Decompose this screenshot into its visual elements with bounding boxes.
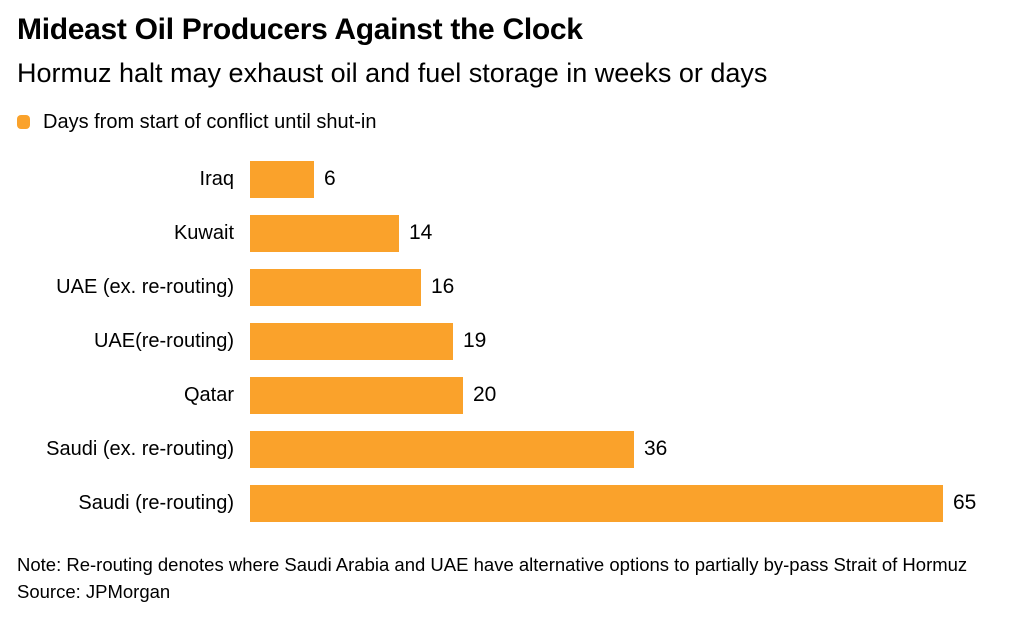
legend-swatch-icon: [17, 115, 30, 129]
bar-row: UAE (ex. re-routing) 16: [0, 260, 1010, 314]
bar-row: Qatar 20: [0, 368, 1010, 422]
category-label: Saudi (re-routing): [78, 491, 234, 514]
bar: [250, 430, 634, 468]
category-label: UAE (ex. re-routing): [56, 275, 234, 298]
value-label: 16: [431, 275, 455, 298]
bar: [250, 160, 314, 198]
value-label: 14: [409, 221, 433, 244]
chart-title: Mideast Oil Producers Against the Clock: [17, 13, 583, 46]
bar: [250, 484, 943, 522]
source-text: Source: JPMorgan: [17, 581, 171, 602]
bar-row: Kuwait 14: [0, 206, 1010, 260]
note-text: Note: Re-routing denotes where Saudi Ara…: [17, 554, 968, 575]
bar: [250, 322, 453, 360]
value-label: 19: [463, 329, 487, 352]
bar: [250, 268, 421, 306]
chart-subtitle: Hormuz halt may exhaust oil and fuel sto…: [17, 58, 768, 88]
legend: Days from start of conflict until shut-i…: [17, 109, 376, 135]
chart-footer: Note: Re-routing denotes where Saudi Ara…: [17, 551, 985, 605]
bar-chart: Iraq 6 Kuwait 14 UAE (ex. re-routing) 16 UAE(r…: [0, 152, 1010, 530]
bar-row: Iraq 6: [0, 152, 1010, 206]
value-label: 65: [953, 491, 977, 514]
category-label: UAE(re-routing): [93, 329, 234, 352]
category-label: Kuwait: [173, 221, 234, 244]
bar-row: Saudi (re-routing) 65: [0, 476, 1010, 530]
bar: [250, 214, 399, 252]
value-label: 36: [644, 437, 668, 460]
bar-row: UAE(re-routing) 19: [0, 314, 1010, 368]
category-label: Saudi (ex. re-routing): [46, 437, 234, 460]
value-label: 20: [473, 383, 497, 406]
bar: [250, 376, 463, 414]
bar-row: Saudi (ex. re-routing) 36: [0, 422, 1010, 476]
value-label: 6: [324, 167, 336, 190]
legend-label: Days from start of conflict until shut-i…: [43, 110, 377, 133]
category-label: Iraq: [199, 167, 234, 190]
category-label: Qatar: [183, 383, 234, 406]
